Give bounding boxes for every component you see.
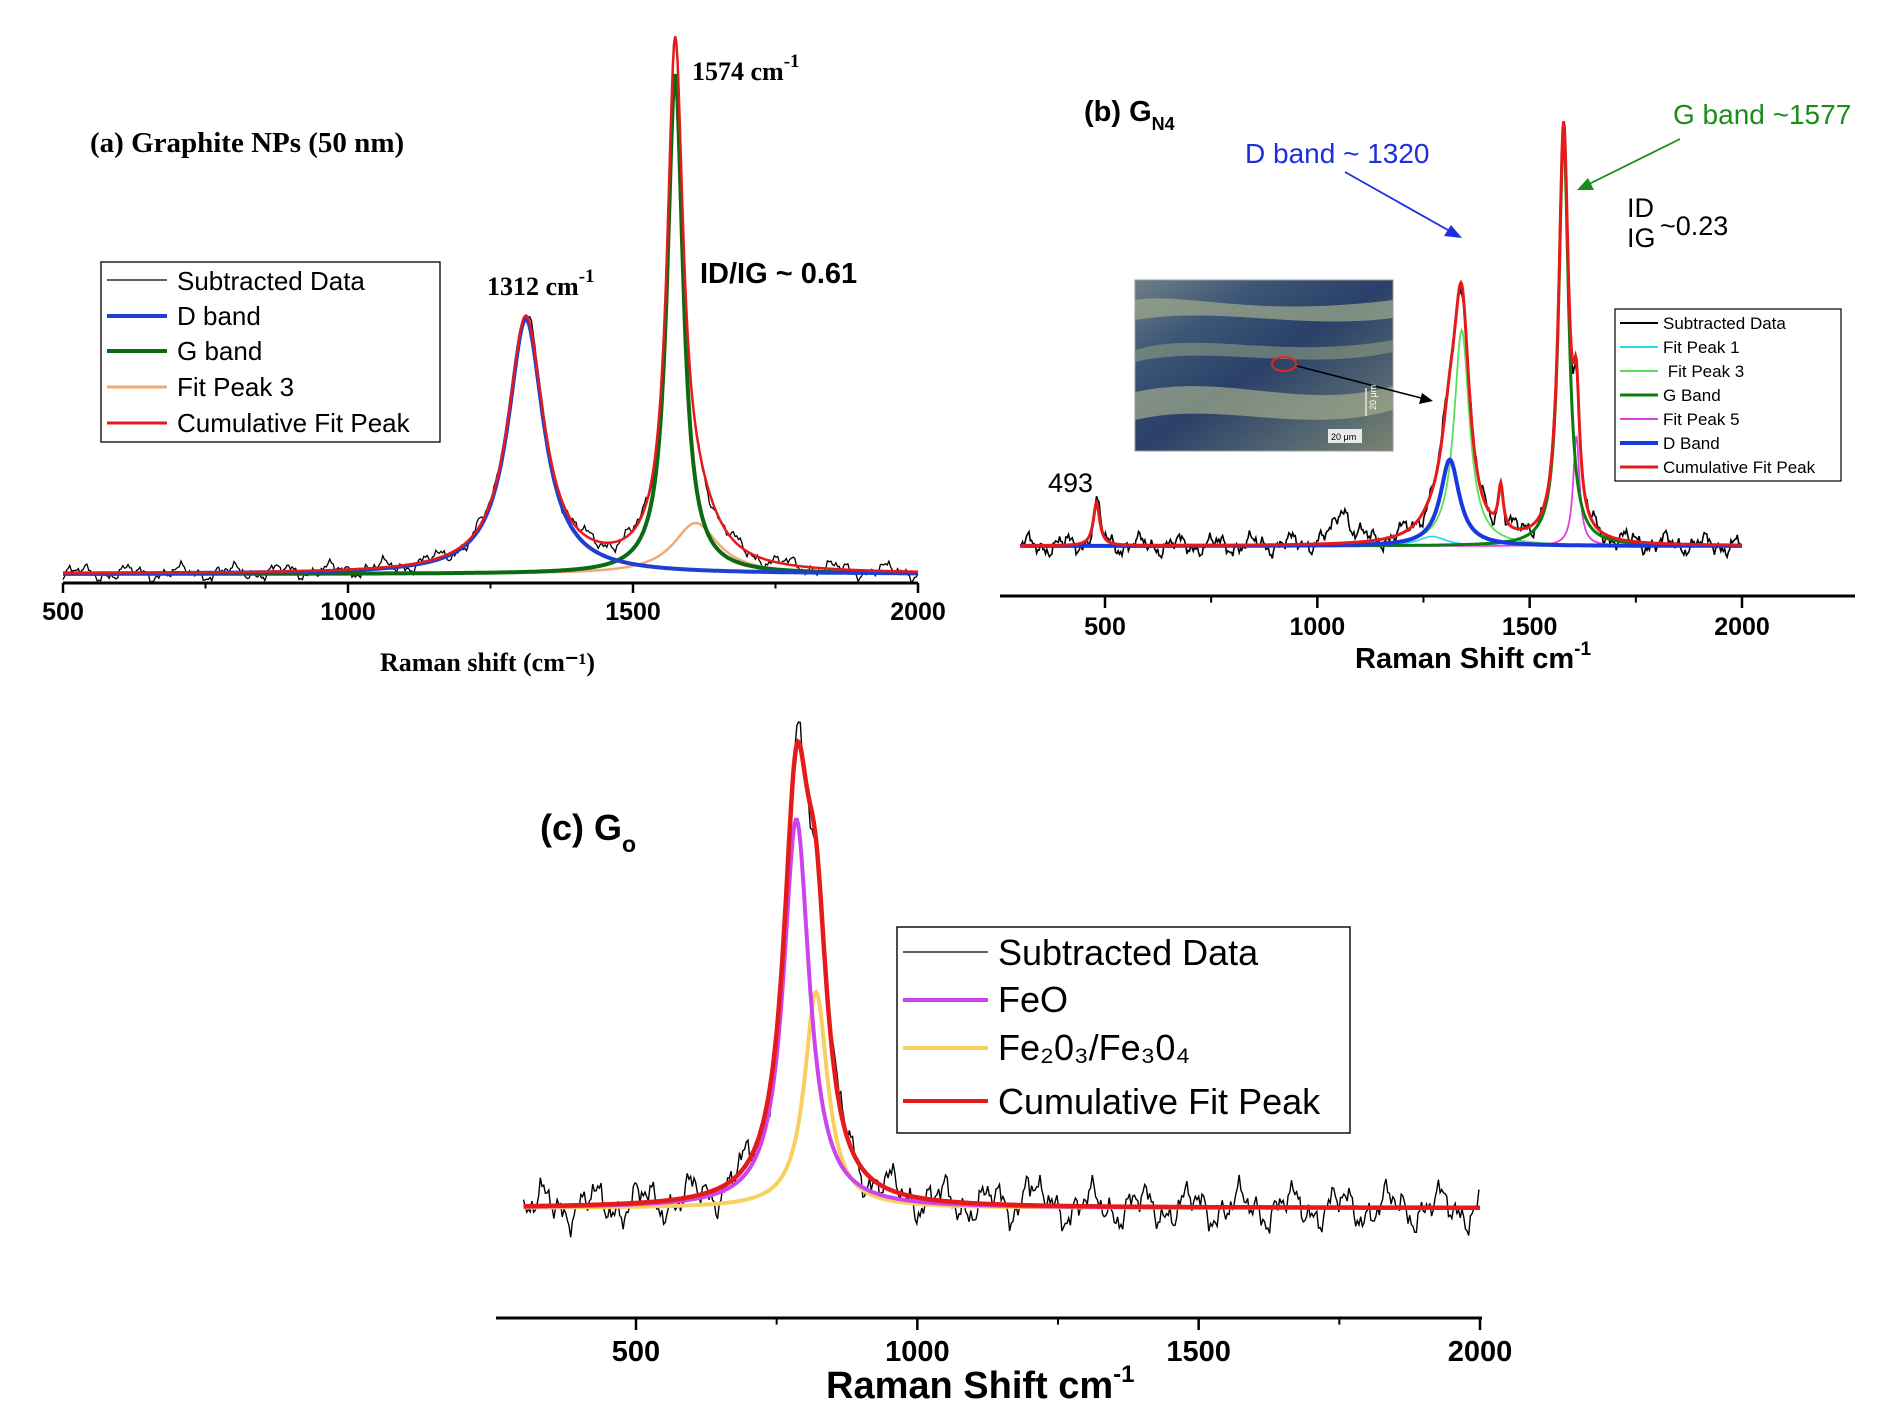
panel-b-d-band-arrow bbox=[1344, 171, 1456, 235]
legend-c-label-cumulative: Cumulative Fit Peak bbox=[998, 1081, 1321, 1122]
panel-a-tick-label: 1500 bbox=[605, 598, 661, 626]
panel-c-tick-label: 1000 bbox=[885, 1336, 950, 1368]
legend-b-label-subtracted: Subtracted Data bbox=[1663, 314, 1786, 333]
panel-a-ratio-label: ID/IG ~ 0.61 bbox=[700, 258, 857, 290]
panel-c-x-axis-label: Raman Shift cm-1 bbox=[826, 1361, 1135, 1407]
legend-b-label-fit-peak-1: Fit Peak 1 bbox=[1663, 338, 1740, 357]
panel-c-tick-label: 1500 bbox=[1166, 1336, 1231, 1368]
panel-c-legend-box bbox=[896, 926, 1351, 1134]
series-fit-peak-3 bbox=[63, 521, 918, 576]
panel-b-ratio-denominator: IG bbox=[1627, 223, 1656, 253]
legend-b-label-fit-peak-5: Fit Peak 5 bbox=[1663, 410, 1740, 429]
panel-b: 500 1000 1500 2000 (b) GN4 D band ~ 1320 G … bbox=[1000, 96, 1855, 675]
micrograph-scale-label-horizontal: 20 μm bbox=[1331, 432, 1356, 442]
legend-b-label-fit-peak-3: Fit Peak 3 bbox=[1663, 362, 1744, 381]
panel-c-tick-label: 2000 bbox=[1448, 1336, 1513, 1368]
legend-c-label-subtracted: Subtracted Data bbox=[998, 932, 1259, 973]
micrograph-scale-label-vertical: 20 μm bbox=[1368, 385, 1378, 410]
panel-b-legend: Subtracted Data Fit Peak 1 Fit Peak 3 G … bbox=[1614, 308, 1842, 482]
legend-label-d-band: D band bbox=[177, 301, 261, 331]
panel-a-x-axis: 500 1000 1500 2000 bbox=[42, 581, 946, 626]
panel-a-title: (a) Graphite NPs (50 nm) bbox=[90, 127, 404, 159]
panel-b-d-band-annotation: D band ~ 1320 bbox=[1245, 138, 1430, 169]
panel-a-tick-label: 2000 bbox=[890, 598, 946, 626]
panel-c-title: (c) Go bbox=[540, 807, 636, 857]
panel-a-g-peak-label: 1574 cm-1 bbox=[692, 51, 800, 86]
legend-b-label-d-band: D Band bbox=[1663, 434, 1720, 453]
panel-b-g-band-annotation: G band ~1577 bbox=[1673, 99, 1851, 130]
panel-b-title: (b) GN4 bbox=[1084, 96, 1175, 134]
panel-a-x-axis-label: Raman shift (cm⁻¹) bbox=[380, 648, 595, 677]
micrograph-streak-2 bbox=[1135, 340, 1393, 362]
series-cumulative-fit bbox=[1020, 121, 1742, 548]
panel-c-tick-label: 500 bbox=[612, 1336, 660, 1368]
panel-a-tick-label: 1000 bbox=[320, 598, 376, 626]
panel-b-g-band-arrowhead bbox=[1577, 178, 1594, 190]
panel-a-plot-area bbox=[62, 36, 919, 584]
legend-label-g-band: G band bbox=[177, 336, 262, 366]
micrograph-streak-3 bbox=[1135, 386, 1393, 420]
panel-c: 500 1000 1500 2000 (c) Go Raman Shift cm-1 … bbox=[496, 721, 1513, 1407]
panel-b-493-label: 493 bbox=[1048, 468, 1093, 498]
micrograph-pointer-arrow bbox=[1296, 365, 1426, 400]
legend-b-label-g-band: G Band bbox=[1663, 386, 1721, 405]
legend-b-label-cumulative: Cumulative Fit Peak bbox=[1663, 458, 1816, 477]
panel-a-tick-label: 500 bbox=[42, 598, 84, 626]
panel-c-legend: Subtracted Data FeO Fe₂0₃/Fe₃0₄ Cumulati… bbox=[896, 926, 1351, 1134]
legend-label-cumulative: Cumulative Fit Peak bbox=[177, 408, 411, 438]
series-cumulative-fit bbox=[523, 738, 1480, 1210]
panel-b-ratio-numerator: ID bbox=[1627, 193, 1654, 223]
micrograph-pointer-arrowhead bbox=[1419, 393, 1433, 404]
micrograph-streak-1 bbox=[1135, 298, 1393, 322]
panel-c-x-axis: 500 1000 1500 2000 bbox=[496, 1316, 1513, 1368]
panel-c-plot-area bbox=[522, 721, 1480, 1238]
panel-a-d-peak-label: 1312 cm-1 bbox=[487, 266, 595, 301]
panel-b-tick-label: 1500 bbox=[1502, 613, 1558, 641]
panel-b-g-band-arrow bbox=[1584, 138, 1681, 187]
panel-b-d-band-arrowhead bbox=[1444, 225, 1462, 238]
panel-b-tick-label: 500 bbox=[1084, 613, 1126, 641]
panel-b-tick-label: 2000 bbox=[1714, 613, 1770, 641]
series-cumulative-fit bbox=[63, 36, 919, 575]
panel-b-x-axis: 500 1000 1500 2000 bbox=[1000, 594, 1855, 641]
micrograph-scale-box bbox=[1328, 429, 1362, 443]
legend-label-fit-peak-3: Fit Peak 3 bbox=[177, 372, 294, 402]
panel-b-plot-area bbox=[1019, 121, 1742, 560]
panel-b-tick-label: 1000 bbox=[1290, 613, 1346, 641]
panel-b-micrograph-inset: 20 μm 20 μm bbox=[1134, 279, 1433, 452]
legend-label-subtracted: Subtracted Data bbox=[177, 266, 365, 296]
panel-a: 500 1000 1500 2000 (a) Graphite NPs (50 nm)… bbox=[42, 36, 946, 677]
panel-b-x-axis-label: Raman Shift cm-1 bbox=[1355, 639, 1591, 675]
legend-c-label-iron-oxides: Fe₂0₃/Fe₃0₄ bbox=[998, 1027, 1190, 1068]
panel-b-ratio-value: ~0.23 bbox=[1660, 211, 1728, 241]
micrograph-spot-marker bbox=[1271, 356, 1297, 372]
panel-a-legend: Subtracted Data D band G band Fit Peak 3… bbox=[100, 261, 441, 443]
series-subtracted-data bbox=[522, 721, 1480, 1238]
legend-c-label-feo: FeO bbox=[998, 979, 1068, 1020]
